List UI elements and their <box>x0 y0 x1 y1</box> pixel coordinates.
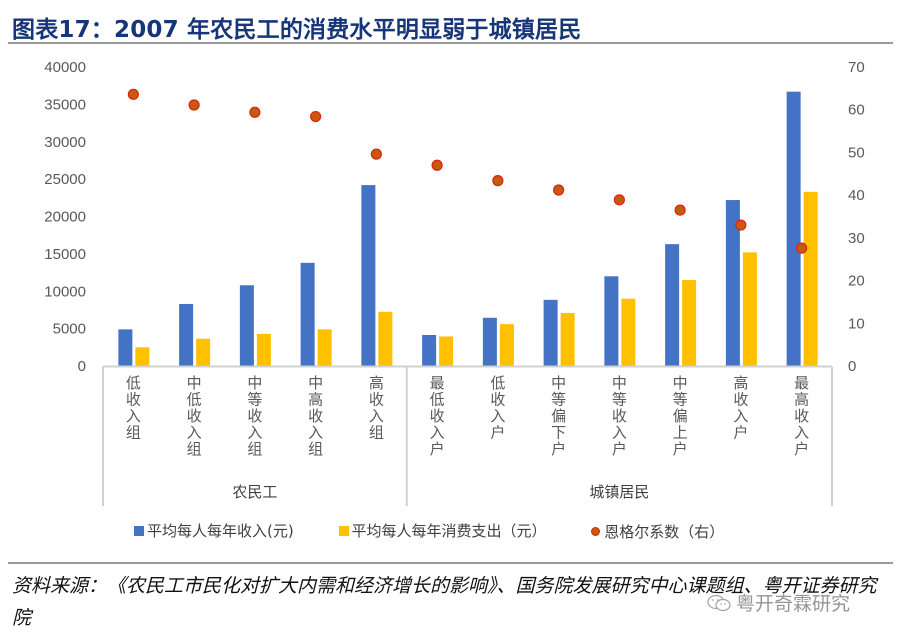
expense-bar <box>256 333 271 366</box>
right-axis: 0 10 20 30 40 50 60 70 <box>848 59 865 375</box>
engel-point <box>492 175 504 187</box>
engel-point <box>613 194 625 206</box>
source-divider <box>8 562 893 564</box>
legend-swatch-income <box>134 525 144 536</box>
left-tick-label: 15000 <box>44 246 86 263</box>
source-note: 资料来源：《农民工市民化对扩大内需和经济增长的影响》、国务院发展研究中心课题组、… <box>12 575 877 629</box>
expense-bar <box>135 347 150 366</box>
left-tick-label: 40000 <box>44 59 86 76</box>
legend-label-income: 平均每人每年收入(元) <box>147 522 294 540</box>
income-bar <box>786 91 801 367</box>
expense-bar <box>803 191 818 366</box>
engel-point <box>127 88 139 100</box>
engel-point <box>370 148 382 160</box>
engel-point <box>735 219 747 231</box>
income-bar <box>543 299 558 366</box>
wechat-icon <box>707 594 731 611</box>
expense-bar <box>621 298 636 366</box>
income-bar <box>361 185 376 366</box>
watermark: 粤开奇霖研究 <box>706 589 850 616</box>
category-label: 高收入户 <box>733 374 748 442</box>
category-label: 中等偏下户 <box>551 374 566 458</box>
category-label: 中等收入组 <box>247 374 262 458</box>
legend: 平均每人每年收入(元) 平均每人每年消费支出（元） 恩格尔系数（右） <box>134 520 764 542</box>
left-tick-label: 20000 <box>44 209 86 226</box>
left-tick-label: 10000 <box>44 283 86 300</box>
income-bar <box>118 329 133 366</box>
category-label: 高收入组 <box>369 374 384 442</box>
engel-point <box>553 184 565 196</box>
right-tick-label: 50 <box>848 144 865 161</box>
category-label: 最高收入户 <box>794 374 809 458</box>
category-label: 中等偏上户 <box>673 374 688 458</box>
expense-bar <box>317 329 332 366</box>
engel-dots <box>127 88 808 254</box>
category-label: 低收入户 <box>490 374 505 442</box>
right-tick-label: 70 <box>848 59 865 76</box>
category-label: 中等收入户 <box>612 374 627 458</box>
income-bar <box>179 303 194 366</box>
income-bar <box>482 317 497 366</box>
legend-item-expense: 平均每人每年消费支出（元） <box>338 520 547 541</box>
expense-bar <box>196 338 211 366</box>
left-tick-label: 5000 <box>53 321 86 338</box>
engel-point <box>796 242 808 254</box>
category-label: 最低收入户 <box>430 374 445 458</box>
engel-point <box>310 110 322 123</box>
expense-bar <box>499 324 514 366</box>
right-tick-label: 20 <box>848 273 865 290</box>
expense-bar <box>682 280 697 366</box>
figure-title: 图表17：2007 年农民工的消费水平明显弱于城镇居民 <box>12 17 582 43</box>
right-tick-label: 0 <box>848 358 856 375</box>
expense-bar <box>439 336 454 366</box>
engel-point <box>249 106 261 118</box>
chart: 0 5000 10000 15000 20000 25000 30000 35000 40000… <box>44 59 865 506</box>
left-tick-label: 0 <box>78 358 86 375</box>
income-bar <box>604 276 619 366</box>
legend-item-income: 平均每人每年收入(元) <box>134 520 294 541</box>
engel-point <box>674 204 686 216</box>
right-tick-label: 40 <box>848 187 865 204</box>
expense-bar <box>742 252 757 366</box>
income-bar <box>665 244 680 366</box>
right-tick-label: 30 <box>848 230 865 247</box>
left-tick-label: 35000 <box>44 96 86 113</box>
engel-point <box>188 99 200 111</box>
group-label: 城镇居民 <box>589 483 649 501</box>
income-bar <box>239 285 254 366</box>
right-tick-label: 60 <box>848 102 865 119</box>
expense-bar <box>378 311 393 366</box>
category-label: 低收入组 <box>126 374 141 442</box>
expense-bar <box>560 312 575 366</box>
group-label: 农民工 <box>232 483 277 501</box>
left-tick-label: 25000 <box>44 171 86 188</box>
left-tick-label: 30000 <box>44 134 86 151</box>
x-axis: 低收入组 中低收入组 中等收入组 中高收入组 高收入组 最低收入户 低收入户 中等偏下户 中等收… <box>102 365 833 506</box>
bars <box>118 91 818 367</box>
category-label: 中高收入组 <box>308 374 323 458</box>
right-tick-label: 10 <box>848 315 865 332</box>
income-bar <box>300 262 315 366</box>
legend-item-engel: 恩格尔系数（右） <box>591 521 724 542</box>
engel-point <box>431 159 443 171</box>
legend-swatch-expense <box>338 525 349 536</box>
legend-label-expense: 平均每人每年消费支出（元） <box>351 522 547 540</box>
left-axis: 0 5000 10000 15000 20000 25000 30000 35000 40000 <box>44 59 86 375</box>
category-label: 中低收入组 <box>187 374 202 458</box>
income-bar <box>725 200 740 366</box>
watermark-text: 粤开奇霖研究 <box>736 593 851 615</box>
income-bar <box>422 334 437 366</box>
title-divider <box>8 42 893 44</box>
legend-label-engel: 恩格尔系数（右） <box>604 522 725 541</box>
legend-swatch-engel <box>591 526 601 536</box>
